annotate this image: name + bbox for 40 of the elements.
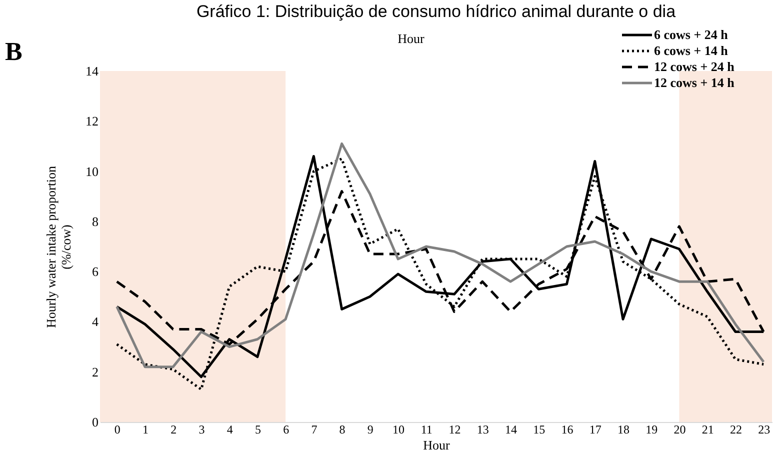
text: B xyxy=(5,37,22,66)
x-tick-label: 12 xyxy=(448,422,461,436)
x-tick-label: 15 xyxy=(533,422,546,436)
y-tick-label: 12 xyxy=(86,114,98,129)
legend-label: 6 cows + 24 h xyxy=(654,27,729,42)
legend-label: 6 cows + 14 h xyxy=(654,43,729,58)
y-tick-label: 10 xyxy=(86,164,98,179)
x-tick-label: 1 xyxy=(142,422,148,436)
x-tick-label: 22 xyxy=(730,422,742,436)
x-tick-label: 8 xyxy=(339,422,346,436)
x-tick-label: 20 xyxy=(674,422,686,436)
x-tick-label: 9 xyxy=(367,422,374,436)
x-tick-label: 13 xyxy=(476,422,489,436)
x-tick-label: 10 xyxy=(392,422,405,436)
text: Hour xyxy=(398,31,426,46)
x-tick-label: 7 xyxy=(311,422,318,436)
x-tick-label: 21 xyxy=(702,422,714,436)
y-tick-label: 6 xyxy=(92,264,99,280)
legend-label: 12 cows + 14 h xyxy=(654,75,736,90)
y-tick-label: 14 xyxy=(86,64,99,78)
chart-title: Gráfico 1: Distribuição de consumo hídrico animal durante o dia xyxy=(196,2,676,21)
x-tick-label: 6 xyxy=(283,422,290,436)
x-tick-label: 5 xyxy=(254,422,261,436)
x-tick-label: 16 xyxy=(561,422,574,436)
y-axis-title: Hourly water intake proportion (%/cow) xyxy=(44,165,74,328)
x-tick-label: 0 xyxy=(114,422,120,436)
x-tick-label: 18 xyxy=(617,422,630,436)
x-tick-label: 17 xyxy=(589,422,602,436)
x-tick-label: 14 xyxy=(505,422,518,436)
x-tick-label: 2 xyxy=(170,422,177,436)
x-tick-label: 4 xyxy=(226,422,233,436)
legend-label: 12 cows + 24 h xyxy=(654,59,736,74)
x-tick-label: 19 xyxy=(646,422,658,436)
x-tick-label: 3 xyxy=(198,422,205,436)
y-tick-label: 2 xyxy=(92,364,98,380)
y-tick-label: 8 xyxy=(92,214,98,229)
y-tick-label: 4 xyxy=(92,314,99,330)
x-tick-label: 23 xyxy=(758,422,770,436)
x-tick-label: 11 xyxy=(420,422,432,436)
x-axis-title: Hour xyxy=(423,438,451,452)
